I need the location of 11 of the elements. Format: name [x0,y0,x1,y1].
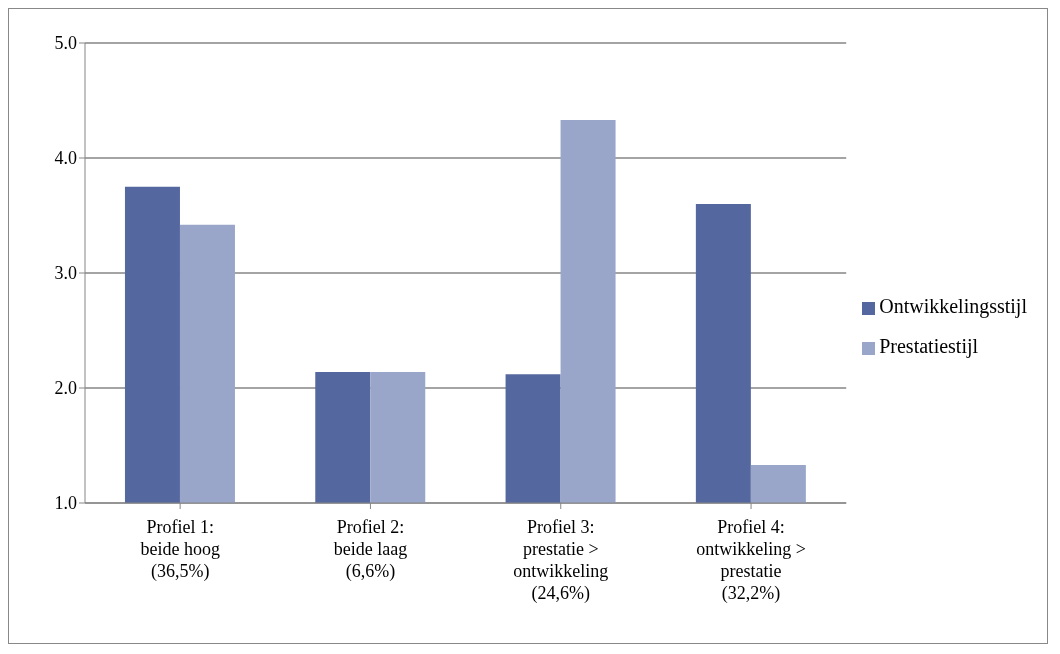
y-tick-label: 3.0 [54,263,77,284]
x-tick-label: Profiel 1: beide hoog (36,5%) [140,517,220,582]
y-tick-label: 5.0 [54,33,77,54]
y-tick-label: 2.0 [54,378,77,399]
x-tick-label: Profiel 3: prestatie > ontwikkeling (24,6%) [513,517,609,604]
legend-label: Ontwikkelingsstijl [879,295,1027,317]
x-tick-label: Profiel 2: beide laag (6,6%) [333,517,408,582]
legend-label: Prestatiestijl [879,335,979,357]
y-tick-label: 4.0 [54,148,77,169]
y-tick-label: 1.0 [54,493,77,514]
x-tick-label: Profiel 4: ontwikkeling > prestatie (32,2%) [696,517,806,604]
